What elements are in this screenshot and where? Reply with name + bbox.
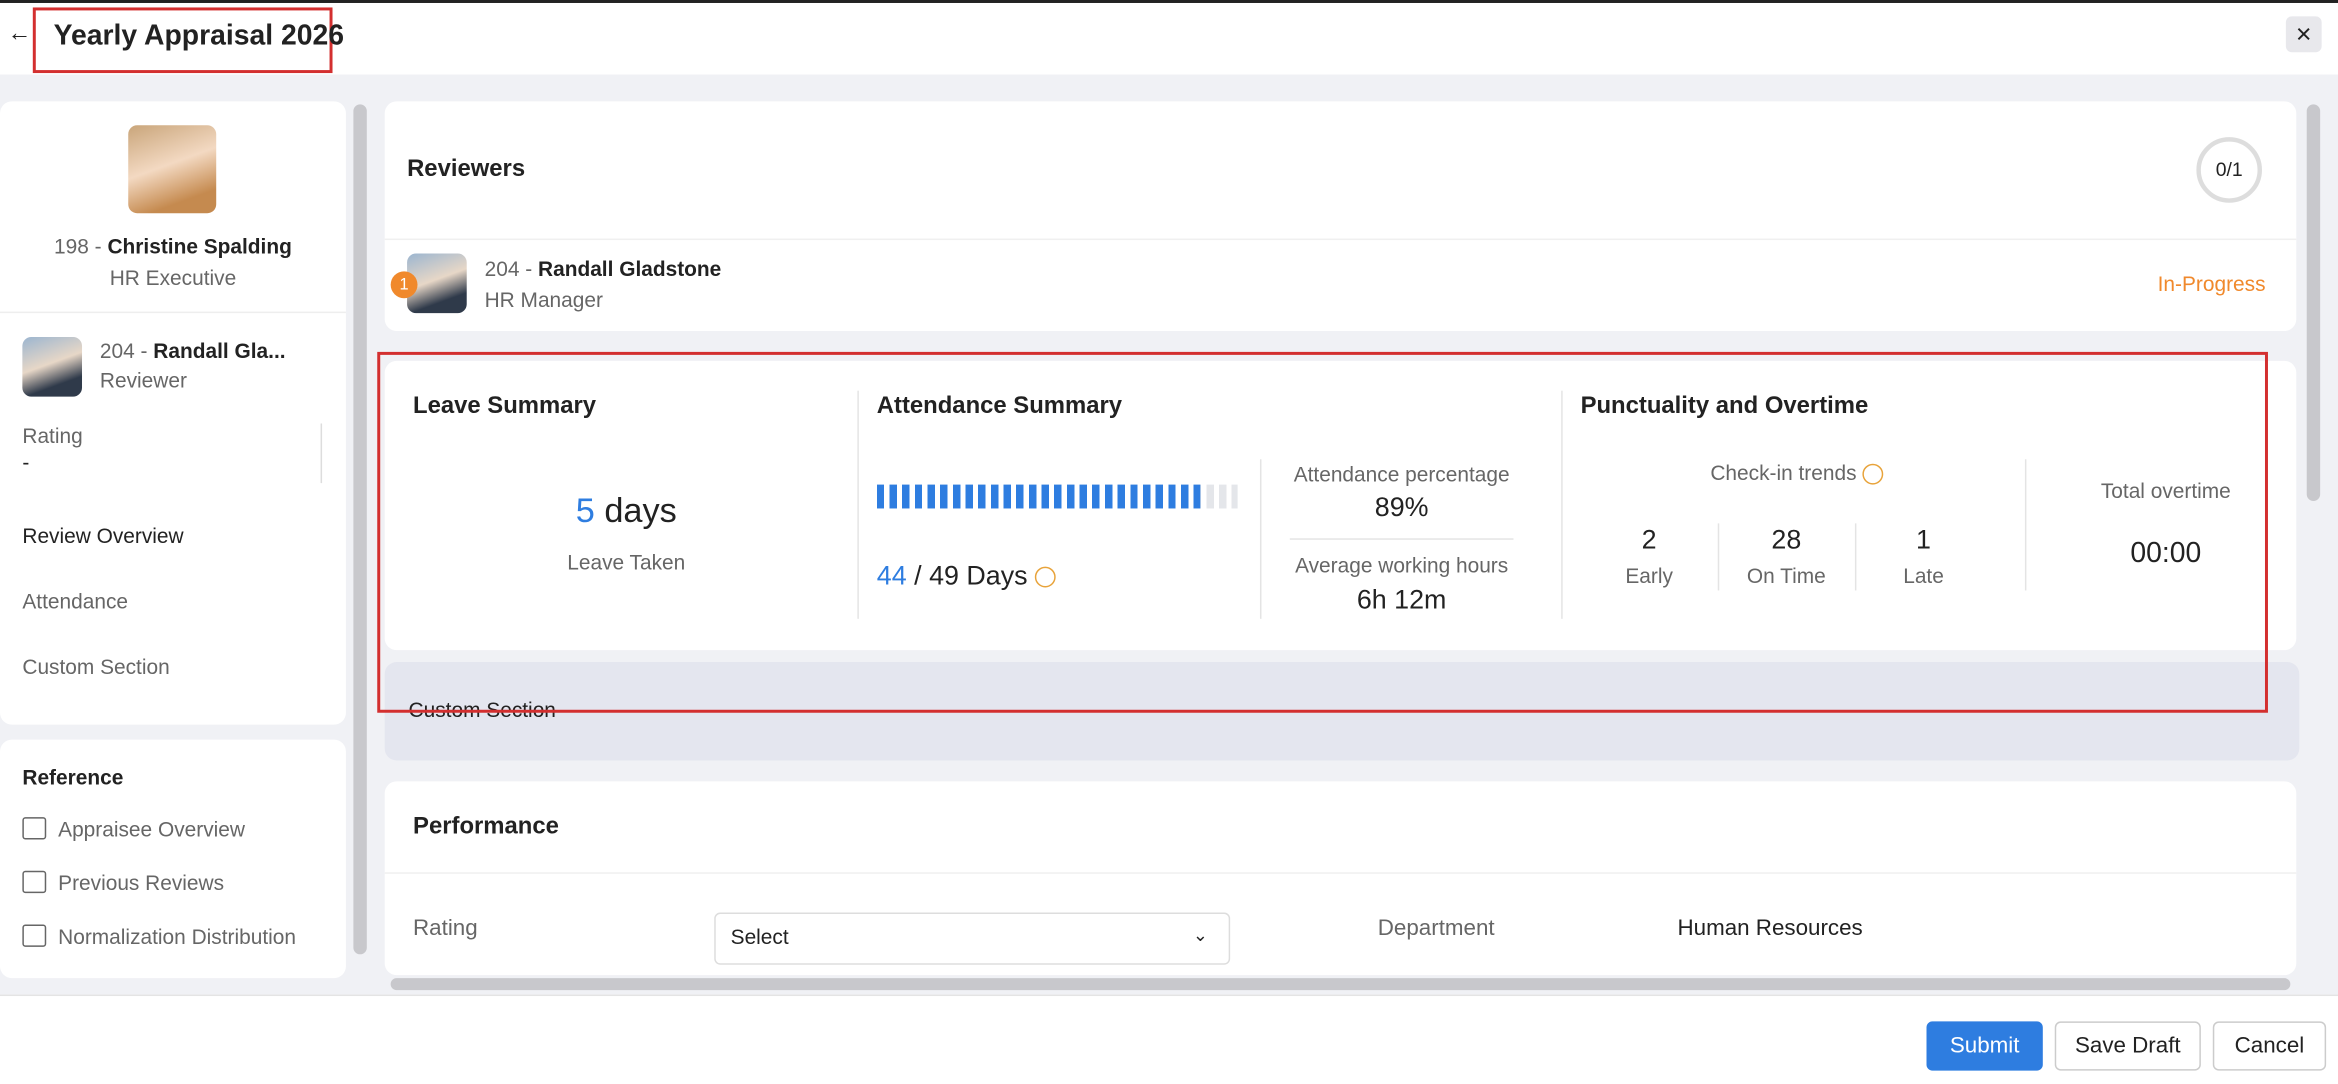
select-text: Select — [730, 924, 789, 949]
trend-count: 2 — [1641, 524, 1657, 555]
custom-section-title: Custom Section — [408, 697, 556, 722]
order-badge: 1 — [390, 271, 418, 299]
attended: 44 — [876, 560, 907, 591]
scrollbar[interactable] — [2306, 104, 2321, 502]
field-value: Human Resources — [1677, 915, 1863, 941]
trend-label: Late — [1903, 563, 1944, 588]
section-title: Attendance Summary — [876, 393, 1123, 419]
divider — [1259, 459, 1262, 619]
image-icon — [22, 870, 47, 894]
top-edge — [0, 0, 2338, 3]
section-title: Punctuality and Overtime — [1580, 393, 1869, 419]
overtime-label: Total overtime — [2100, 478, 2231, 503]
scrollbar[interactable] — [353, 104, 367, 955]
metric-value: 89% — [1374, 492, 1429, 522]
info-icon[interactable] — [1862, 464, 1884, 486]
employee-name: Christine Spalding — [107, 234, 292, 258]
leave-caption: Leave Taken — [567, 550, 686, 575]
h-scrollbar[interactable] — [390, 978, 2291, 991]
trend-count: 28 — [1771, 524, 1802, 555]
highlight-box — [32, 7, 333, 74]
metric-value: 6h 12m — [1356, 584, 1447, 615]
total: 49 — [929, 560, 959, 591]
page-title: Yearly Appraisal 2026 — [53, 20, 345, 53]
submit-button[interactable]: Submit — [1926, 1021, 2043, 1071]
employee-avatar — [128, 125, 217, 214]
attendance-days: 44 / 49 Days — [877, 561, 1056, 592]
save-draft-button[interactable]: Save Draft — [2054, 1021, 2201, 1071]
metric-label: Average working hours — [1295, 553, 1509, 578]
trend-label: On Time — [1746, 563, 1826, 588]
trend-count: 1 — [1916, 524, 1931, 555]
metric-label: Attendance percentage — [1293, 462, 1510, 487]
reviewers-title: Reviewers — [407, 156, 526, 182]
employee-id: 198 - — [54, 234, 102, 258]
highlight-box — [377, 351, 2268, 713]
info-icon[interactable] — [1035, 566, 1056, 588]
divider — [1717, 523, 1720, 591]
rating-value: - — [22, 450, 30, 475]
header-bar — [0, 0, 2338, 75]
employee-line: 198 - Christine Spalding — [0, 234, 346, 258]
cancel-button[interactable]: Cancel — [2212, 1021, 2327, 1071]
rating-label: Rating — [22, 423, 83, 448]
divider — [384, 872, 2297, 874]
image-icon — [22, 817, 47, 840]
reference-title: Reference — [22, 764, 124, 789]
field-label: Rating — [413, 915, 478, 941]
separator: / — [914, 560, 922, 591]
divider — [1289, 538, 1514, 540]
attendance-track — [876, 484, 1238, 509]
divider — [857, 390, 859, 619]
image-icon — [22, 924, 47, 947]
trend-label: Early — [1625, 563, 1673, 588]
divider — [320, 423, 323, 484]
summary-card — [384, 360, 2297, 651]
leave-count: 5 — [575, 490, 595, 530]
reviewer-name: Randall Gla... — [153, 338, 286, 363]
leave-days: 5 days — [410, 491, 842, 531]
trends-text: Check-in trends — [1710, 460, 1857, 485]
reviewers-card — [384, 101, 2297, 332]
divider — [1854, 523, 1857, 591]
performance-title: Performance — [413, 814, 559, 840]
divider — [2024, 459, 2027, 591]
close-button[interactable]: × — [2285, 16, 2322, 53]
unit: Days — [966, 560, 1028, 591]
reviewer-id: 204 - — [99, 338, 148, 363]
reviewer-role: Reviewer — [99, 368, 187, 393]
progress-ring: 0/1 — [2196, 137, 2262, 203]
reviewer-line: 204 - Randall Gladstone — [485, 256, 722, 280]
reference-link[interactable]: Appraisee Overview — [58, 817, 245, 841]
reference-card — [0, 739, 346, 979]
attendance-fill — [876, 484, 1201, 509]
performance-card — [384, 781, 2297, 976]
trends-label: Check-in trends — [1581, 460, 2013, 486]
chevron: ⌄ — [1192, 924, 1208, 946]
field-label: Department — [1377, 915, 1495, 941]
nav-item[interactable]: Attendance — [22, 588, 129, 613]
reviewer-line: 204 - Randall Gla... — [100, 338, 286, 362]
nav-item[interactable]: Custom Section — [22, 654, 170, 679]
status: In-Progress — [2157, 271, 2266, 296]
reference-link[interactable]: Previous Reviews — [58, 870, 225, 895]
employee-role: HR Executive — [109, 265, 237, 290]
reviewer-role: HR Manager — [484, 287, 603, 312]
section-title: Leave Summary — [413, 393, 597, 419]
reviewer-name: Randall Gladstone — [538, 256, 722, 281]
leave-unit: days — [604, 490, 677, 530]
nav-item[interactable]: Review Overview — [22, 523, 184, 548]
back-button[interactable]: ← — [7, 20, 32, 47]
reviewer-id: 204 - — [484, 256, 533, 281]
reviewer-avatar — [22, 336, 83, 397]
overtime-value: 00:00 — [2130, 538, 2202, 570]
divider — [384, 238, 2297, 241]
divider — [1561, 390, 1563, 619]
rating-select[interactable] — [714, 912, 1231, 965]
reference-link[interactable]: Normalization Distribution — [58, 924, 297, 949]
divider — [0, 311, 346, 314]
